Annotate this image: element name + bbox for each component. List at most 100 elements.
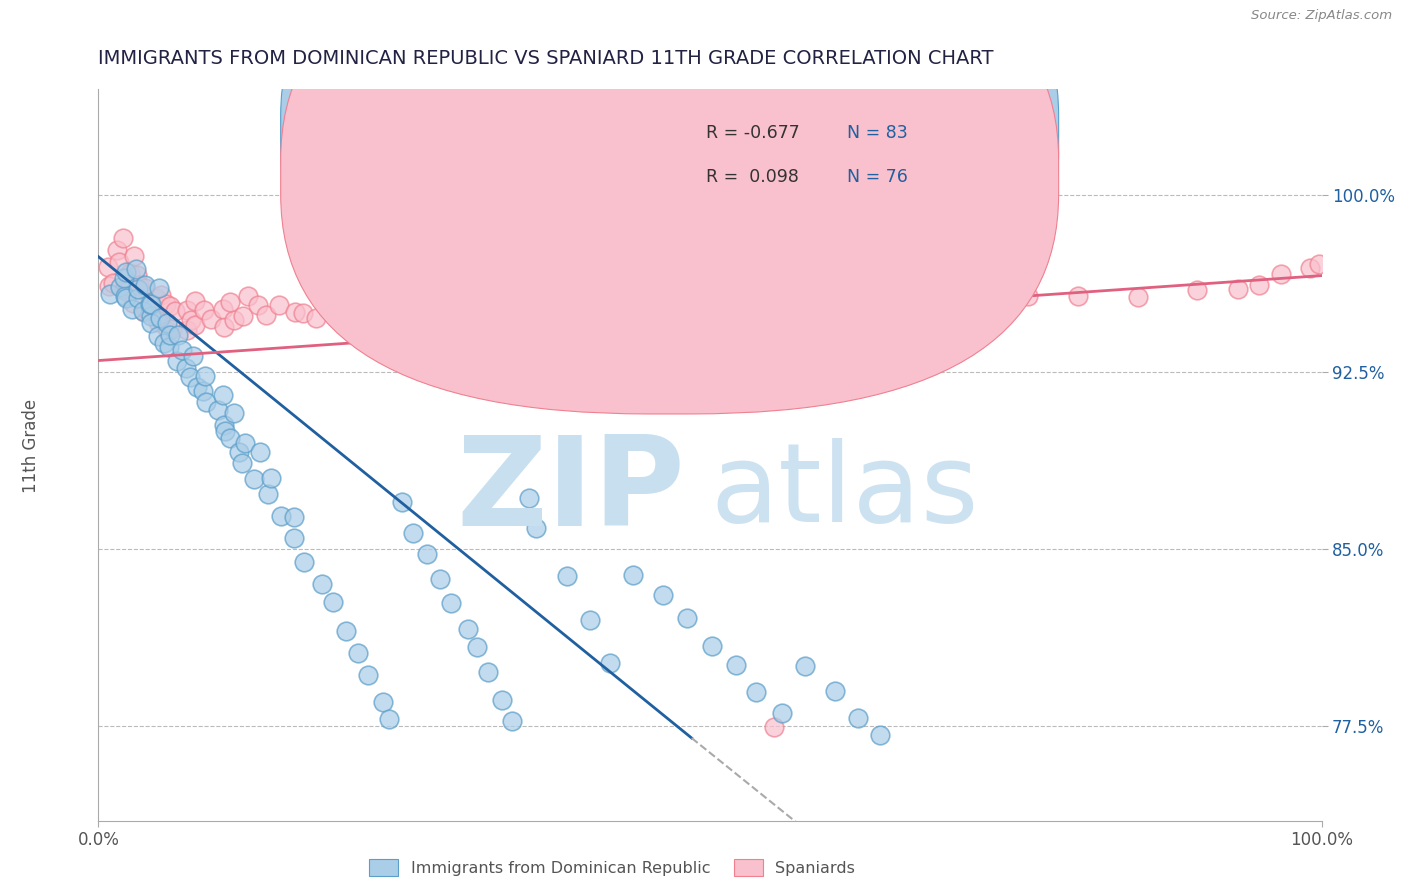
Point — [155, 297, 177, 311]
Point — [212, 387, 235, 401]
Point — [97, 260, 120, 275]
Point — [149, 287, 172, 301]
Point — [453, 303, 475, 318]
Point — [139, 309, 162, 323]
Point — [524, 521, 547, 535]
Point — [1185, 283, 1208, 297]
Point — [134, 277, 156, 292]
Point — [155, 316, 177, 330]
Point — [1126, 290, 1149, 304]
Point — [135, 302, 157, 317]
Point — [219, 431, 242, 445]
Point — [672, 310, 695, 325]
Text: 11th Grade: 11th Grade — [22, 399, 39, 493]
Point — [149, 310, 172, 325]
Point — [260, 471, 283, 485]
Point — [1226, 282, 1249, 296]
Point — [391, 495, 413, 509]
Point — [1299, 260, 1322, 275]
Point — [347, 646, 370, 660]
Point — [132, 304, 155, 318]
Text: N = 83: N = 83 — [846, 124, 908, 142]
Point — [637, 305, 659, 319]
Point — [166, 354, 188, 368]
Point — [108, 254, 131, 268]
Point — [254, 308, 277, 322]
Point — [378, 310, 401, 325]
Point — [157, 324, 180, 338]
Point — [166, 327, 188, 342]
Point — [267, 298, 290, 312]
Point — [621, 568, 644, 582]
Point — [1247, 277, 1270, 292]
Point — [794, 659, 817, 673]
Point — [311, 577, 333, 591]
Point — [1017, 289, 1039, 303]
Point — [763, 720, 786, 734]
Point — [228, 445, 250, 459]
Point — [721, 301, 744, 316]
Point — [824, 683, 846, 698]
Point — [128, 277, 150, 292]
Point — [291, 305, 314, 319]
Point — [1308, 257, 1330, 271]
Point — [1270, 267, 1292, 281]
Point — [371, 695, 394, 709]
Point — [427, 306, 450, 320]
Point — [115, 265, 138, 279]
Point — [121, 301, 143, 316]
Point — [555, 569, 578, 583]
Point — [599, 656, 621, 670]
Point — [800, 333, 823, 347]
Point — [134, 304, 156, 318]
Point — [193, 384, 215, 398]
Point — [134, 281, 156, 295]
Point — [429, 573, 451, 587]
Point — [305, 310, 328, 325]
Point — [148, 281, 170, 295]
Point — [576, 304, 599, 318]
Point — [139, 296, 162, 310]
Point — [121, 295, 143, 310]
Text: Source: ZipAtlas.com: Source: ZipAtlas.com — [1251, 9, 1392, 22]
Point — [194, 368, 217, 383]
Point — [249, 445, 271, 459]
Text: IMMIGRANTS FROM DOMINICAN REPUBLIC VS SPANIARD 11TH GRADE CORRELATION CHART: IMMIGRANTS FROM DOMINICAN REPUBLIC VS SP… — [98, 49, 994, 68]
Point — [233, 436, 256, 450]
Point — [98, 278, 121, 293]
Point — [179, 369, 201, 384]
Point — [163, 304, 186, 318]
Point — [378, 713, 401, 727]
Point — [335, 624, 357, 639]
Point — [186, 380, 208, 394]
Point — [598, 295, 620, 310]
Point — [180, 313, 202, 327]
Point — [517, 491, 540, 506]
Point — [257, 487, 280, 501]
Point — [284, 305, 307, 319]
Text: R = -0.677: R = -0.677 — [706, 124, 800, 142]
Point — [115, 291, 138, 305]
Point — [193, 302, 215, 317]
Point — [224, 406, 246, 420]
Point — [232, 309, 254, 323]
Point — [481, 322, 503, 336]
Text: ZIP: ZIP — [457, 431, 686, 552]
Point — [125, 268, 148, 282]
Point — [530, 306, 553, 320]
Point — [676, 610, 699, 624]
Point — [212, 320, 235, 334]
Point — [125, 261, 148, 276]
Point — [219, 295, 242, 310]
Text: atlas: atlas — [710, 438, 979, 545]
Point — [440, 596, 463, 610]
Point — [174, 360, 197, 375]
Point — [103, 276, 125, 290]
Point — [776, 296, 799, 310]
Point — [159, 327, 181, 342]
Point — [270, 509, 292, 524]
Point — [127, 282, 149, 296]
Point — [491, 693, 513, 707]
Point — [231, 456, 253, 470]
Point — [112, 271, 135, 285]
